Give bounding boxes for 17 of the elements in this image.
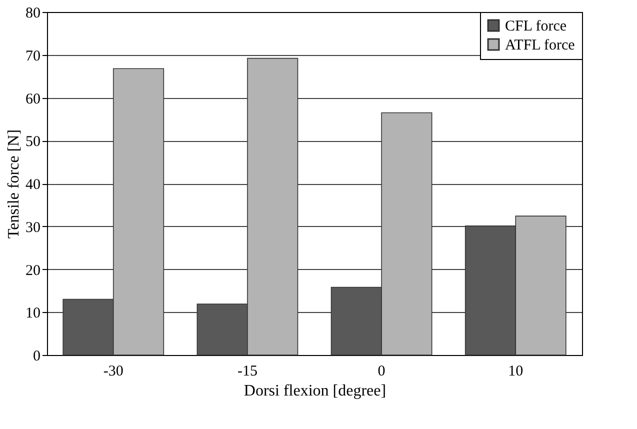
x-axis-title: Dorsi flexion [degree] bbox=[244, 382, 386, 400]
y-tick-label: 50 bbox=[26, 134, 40, 150]
y-tick-label: 40 bbox=[26, 177, 40, 193]
y-axis-title: Tensile force [N] bbox=[6, 129, 22, 239]
x-tick-label: -15 bbox=[237, 364, 258, 380]
legend-label: CFL force bbox=[505, 18, 567, 34]
y-tick-label: 0 bbox=[33, 348, 40, 364]
x-tick-label: 0 bbox=[378, 364, 386, 380]
y-tick-label: 80 bbox=[26, 6, 40, 22]
x-tick-label: -30 bbox=[103, 364, 124, 380]
x-tick-label: 10 bbox=[508, 364, 524, 380]
y-tick-label: 30 bbox=[26, 220, 40, 236]
y-tick-label: 20 bbox=[26, 262, 40, 279]
legend-label: ATFL force bbox=[505, 38, 576, 54]
y-tick-label: 60 bbox=[26, 91, 40, 108]
y-tick-label: 70 bbox=[26, 48, 40, 64]
y-tick-label: 10 bbox=[26, 306, 40, 322]
